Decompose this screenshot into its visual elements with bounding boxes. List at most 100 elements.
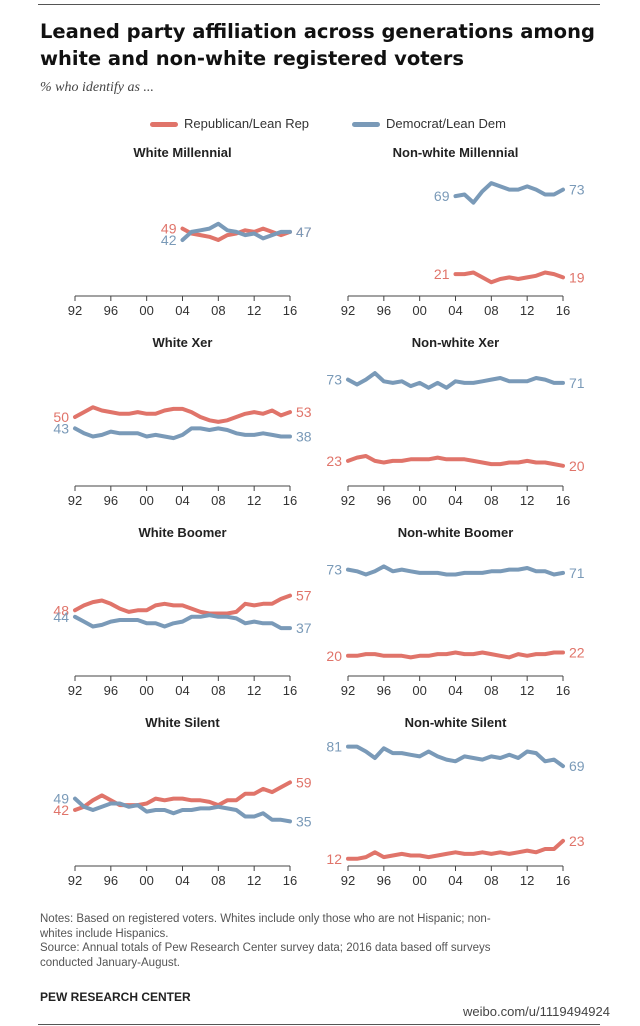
- notes-line-3: Source: Annual totals of Pew Research Ce…: [40, 942, 491, 954]
- x-tick-label: 00: [412, 493, 426, 508]
- series-start-value-label: 44: [53, 609, 69, 625]
- series-start-value-label: 73: [326, 562, 342, 578]
- chart-title: Leaned party affiliation across generati…: [40, 18, 600, 72]
- series-start-value-label: 49: [161, 221, 177, 237]
- panel-title: White Xer: [153, 335, 213, 350]
- republican-series-line: [346, 454, 565, 468]
- panel-title: White Silent: [145, 715, 220, 730]
- series-start-value-label: 48: [53, 602, 69, 618]
- series-end-value-label: 47: [296, 224, 312, 240]
- x-tick-label: 16: [283, 873, 297, 888]
- watermark: weibo.com/u/1119494924: [463, 1004, 610, 1019]
- legend-item-democrat: Democrat/Lean Dem: [352, 116, 506, 131]
- x-tick-label: 92: [68, 873, 82, 888]
- legend-item-republican: Republican/Lean Rep: [150, 116, 309, 131]
- series-end-value-label: 19: [569, 269, 585, 285]
- x-tick-label: 12: [247, 303, 261, 318]
- series-end-value-label: 53: [296, 404, 312, 420]
- x-tick-label: 08: [211, 303, 225, 318]
- notes-line-4: conducted January-August.: [40, 956, 181, 969]
- x-tick-label: 12: [247, 493, 261, 508]
- x-tick-label: 16: [283, 683, 297, 698]
- series-end-value-label: 59: [296, 774, 312, 790]
- panel-title: Non-white Silent: [405, 715, 508, 730]
- x-tick-label: 04: [175, 873, 189, 888]
- panel-title: Non-white Boomer: [398, 525, 514, 540]
- source-organization: PEW RESEARCH CENTER: [40, 990, 191, 1004]
- x-tick-label: 04: [448, 873, 462, 888]
- x-tick-label: 08: [484, 683, 498, 698]
- x-tick-label: 96: [104, 303, 118, 318]
- republican-series-line: [346, 838, 565, 861]
- series-end-value-label: 23: [569, 833, 585, 849]
- x-tick-label: 12: [520, 873, 534, 888]
- legend-label-democrat: Democrat/Lean Dem: [386, 116, 506, 131]
- democrat-series-line: [453, 181, 565, 205]
- series-end-value-label: 22: [569, 645, 585, 661]
- series-end-value-label: 38: [296, 429, 312, 445]
- x-tick-label: 04: [448, 683, 462, 698]
- series-start-value-label: 12: [326, 851, 342, 867]
- x-tick-label: 12: [247, 683, 261, 698]
- series-end-value-label: 35: [296, 813, 312, 829]
- x-tick-label: 16: [556, 493, 570, 508]
- series-end-value-label: 47: [296, 224, 312, 240]
- republican-series-line: [346, 650, 565, 660]
- series-start-value-label: 43: [53, 420, 69, 436]
- x-tick-label: 16: [556, 873, 570, 888]
- series-end-value-label: 71: [569, 375, 585, 391]
- series-start-value-label: 21: [434, 266, 450, 282]
- republican-series-line: [73, 780, 292, 812]
- democrat-series-line: [73, 426, 292, 441]
- republican-series-line: [73, 593, 292, 616]
- x-tick-label: 96: [377, 493, 391, 508]
- series-end-value-label: 57: [296, 588, 312, 604]
- x-tick-label: 00: [412, 873, 426, 888]
- chart-subtitle: % who identify as ...: [40, 80, 154, 95]
- panel-title: Non-white Xer: [412, 335, 499, 350]
- republican-series-line: [73, 405, 292, 424]
- x-tick-label: 96: [377, 873, 391, 888]
- x-tick-label: 04: [175, 303, 189, 318]
- democrat-series-line: [73, 613, 292, 631]
- x-tick-label: 12: [247, 873, 261, 888]
- x-tick-label: 12: [520, 303, 534, 318]
- x-tick-label: 16: [283, 303, 297, 318]
- x-tick-label: 08: [211, 493, 225, 508]
- title-line-2: white and non-white registered voters: [40, 47, 464, 70]
- series-end-value-label: 69: [569, 758, 585, 774]
- democrat-series-line: [346, 564, 565, 577]
- legend-swatch-republican: [150, 122, 178, 128]
- x-tick-label: 92: [68, 303, 82, 318]
- x-tick-label: 92: [341, 493, 355, 508]
- bottom-rule: [38, 1024, 600, 1025]
- x-tick-label: 96: [104, 873, 118, 888]
- series-start-value-label: 73: [326, 372, 342, 388]
- series-start-value-label: 42: [53, 802, 69, 818]
- x-tick-label: 16: [556, 303, 570, 318]
- panel-title: Non-white Millennial: [393, 145, 519, 160]
- x-tick-label: 00: [139, 493, 153, 508]
- notes: Notes: Based on registered voters. White…: [40, 912, 600, 970]
- democrat-series-line: [180, 221, 292, 242]
- x-tick-label: 96: [377, 683, 391, 698]
- series-end-value-label: 37: [296, 620, 312, 636]
- series-start-value-label: 20: [326, 648, 342, 664]
- x-tick-label: 16: [283, 493, 297, 508]
- x-tick-label: 00: [139, 873, 153, 888]
- title-line-1: Leaned party affiliation across generati…: [40, 20, 595, 43]
- x-tick-label: 92: [68, 493, 82, 508]
- x-tick-label: 04: [448, 493, 462, 508]
- x-tick-label: 08: [484, 493, 498, 508]
- series-start-value-label: 69: [434, 188, 450, 204]
- x-tick-label: 00: [412, 683, 426, 698]
- series-end-value-label: 71: [569, 565, 585, 581]
- x-tick-label: 08: [211, 683, 225, 698]
- x-tick-label: 00: [139, 683, 153, 698]
- legend-swatch-democrat: [352, 122, 380, 128]
- democrat-series-line: [346, 371, 565, 390]
- democrat-series-line: [346, 744, 565, 769]
- x-tick-label: 00: [412, 303, 426, 318]
- x-tick-label: 96: [104, 683, 118, 698]
